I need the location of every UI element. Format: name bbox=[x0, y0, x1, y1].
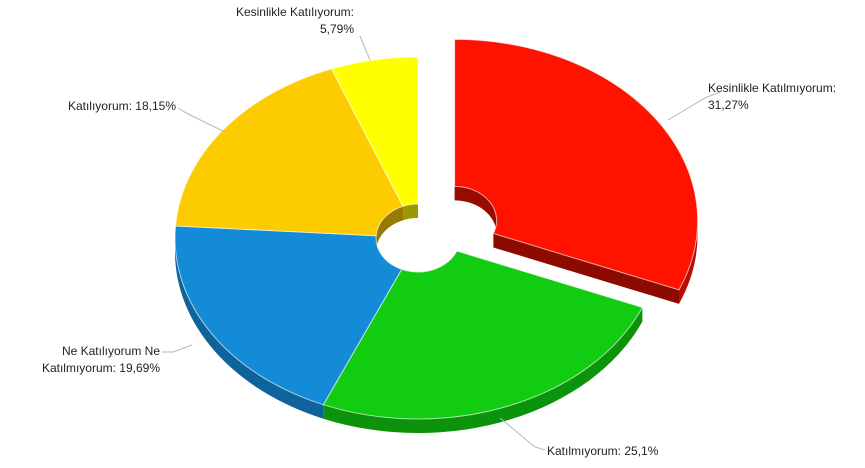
slice-label-1-line-0: Katılmıyorum: 25,1% bbox=[547, 444, 659, 458]
slice-0 bbox=[454, 38, 699, 291]
slice-inner-wall-3 bbox=[376, 206, 404, 250]
leader-line-3 bbox=[177, 107, 226, 133]
slice-side-2 bbox=[174, 238, 324, 419]
slice-label-4: Kesinlikle Katılıyorum: 5,79% bbox=[236, 5, 354, 36]
slice-label-3-line-0: Katılıyorum: 18,15% bbox=[68, 99, 176, 113]
slice-label-1: Katılmıyorum: 25,1% bbox=[547, 444, 659, 458]
slice-label-0-line-1: 31,27% bbox=[708, 98, 749, 112]
slice-label-0-line-0: Kesinlikle Katılmıyorum: bbox=[708, 81, 836, 95]
slice-label-3: Katılıyorum: 18,15% bbox=[68, 99, 176, 113]
slice-label-4-line-1: 5,79% bbox=[320, 22, 354, 36]
leader-line-0 bbox=[667, 91, 721, 121]
slice-label-0: Kesinlikle Katılmıyorum: 31,27% bbox=[708, 81, 836, 112]
leader-line-1 bbox=[499, 417, 546, 451]
slice-inner-wall-4 bbox=[403, 204, 418, 221]
slice-labels: Kesinlikle Katılmıyorum: 31,27% Katılmıyor… bbox=[42, 5, 836, 458]
leader-line-4 bbox=[359, 35, 371, 61]
slice-cut-face-0-1 bbox=[493, 233, 679, 304]
slice-label-4-line-0: Kesinlikle Katılıyorum: bbox=[236, 5, 354, 19]
slice-side-1 bbox=[323, 307, 643, 433]
slice-label-2-line-1: Katılmıyorum: 19,69% bbox=[42, 361, 160, 375]
slice-1 bbox=[322, 250, 644, 420]
slice-side-0 bbox=[678, 220, 698, 304]
slice-top-layer bbox=[174, 38, 699, 420]
slice-2 bbox=[174, 225, 403, 406]
slice-label-2-line-0: Ne Katılıyorum Ne bbox=[62, 344, 160, 358]
leader-line-2 bbox=[162, 344, 193, 353]
slice-label-2: Ne Katılıyorum Ne Katılmıyorum: 19,69% bbox=[42, 344, 160, 375]
leader-lines bbox=[162, 35, 721, 451]
slice-4 bbox=[330, 56, 419, 207]
slice-3 bbox=[174, 68, 404, 237]
